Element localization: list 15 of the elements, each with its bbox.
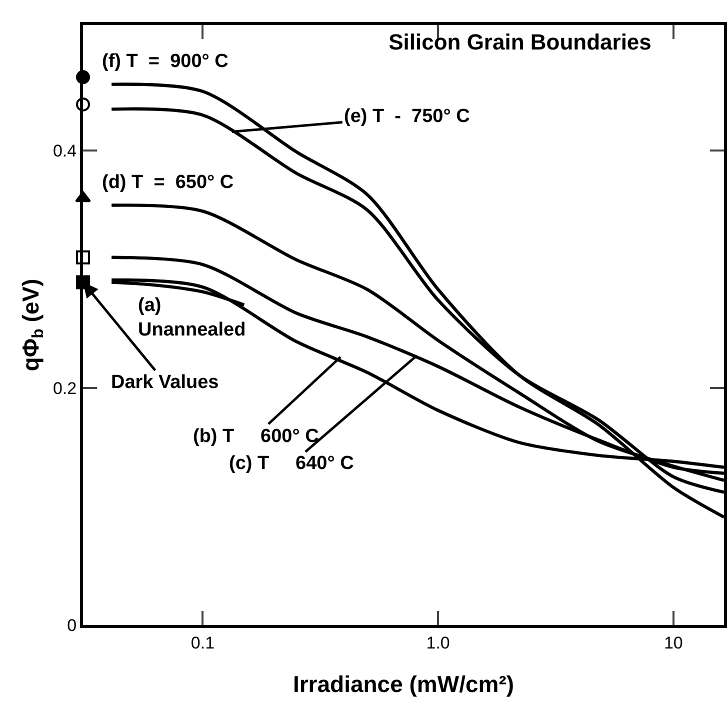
annotation: (d) T = 650° C xyxy=(102,172,234,193)
annotation: (f) T = 900° C xyxy=(102,51,229,72)
x-tick-label: 10 xyxy=(664,633,683,652)
y-tick-label: 0.4 xyxy=(52,142,77,161)
x-tick-label: 0.1 xyxy=(190,633,215,652)
chart-title: Silicon Grain Boundaries xyxy=(388,30,652,55)
annotation: (c) T 640° C xyxy=(229,453,354,474)
x-tick-label: 1.0 xyxy=(426,633,450,652)
x-axis-title: Irradiance (mW/cm²) xyxy=(292,671,514,697)
y-tick-label: 0.2 xyxy=(52,378,77,398)
annotation: (e) T - 750° C xyxy=(344,106,470,127)
annotation: Dark Values xyxy=(111,372,219,393)
annotation: (a) Unannealed xyxy=(138,295,246,341)
annotation: (b) T 600° C xyxy=(193,426,320,447)
y-tick-label: 0 xyxy=(67,616,77,635)
